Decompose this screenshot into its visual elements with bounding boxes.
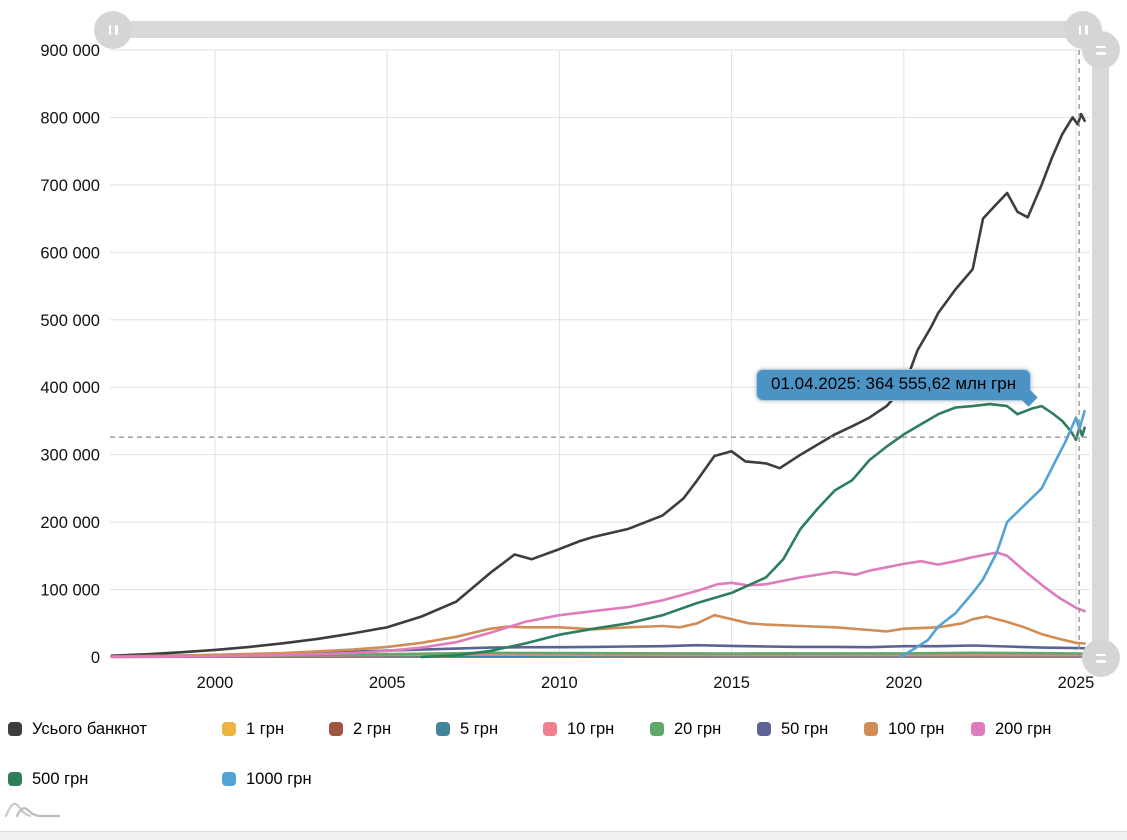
legend-item-label: 200 грн: [995, 719, 1052, 738]
legend-swatch-icon: [971, 722, 985, 736]
legend-item-label: Усього банкнот: [32, 719, 147, 738]
legend-swatch-icon: [8, 722, 22, 736]
x-tick-label: 2015: [713, 674, 750, 692]
legend-swatch-icon: [222, 772, 236, 786]
y-tick-label: 0: [91, 649, 100, 667]
y-tick-label: 300 000: [40, 447, 100, 465]
legend-item-label: 20 грн: [674, 719, 722, 738]
legend-item[interactable]: Усього банкнот: [8, 716, 222, 742]
grip-line-icon: [115, 25, 118, 35]
y-tick-label: 600 000: [40, 244, 100, 262]
legend-item-label: 500 грн: [32, 769, 89, 788]
tooltip-text: 01.04.2025: 364 555,62 млн грн: [771, 374, 1017, 393]
y-tick-label: 200 000: [40, 514, 100, 532]
logo-wave-icon: [15, 807, 61, 818]
legend-item-label: 5 грн: [460, 719, 499, 738]
legend-item[interactable]: 1000 грн: [222, 766, 329, 792]
legend-item[interactable]: 500 грн: [8, 766, 222, 792]
y-axis-labels: 0 100 000 200 000 300 000 400 000 500 000 600 …: [40, 42, 100, 667]
x-axis-labels: 2000 2005 2010 2015 2020 2025: [197, 674, 1095, 692]
page-bottom-strip: [0, 831, 1127, 840]
y-tick-label: 100 000: [40, 582, 100, 600]
grip-line-icon: [108, 25, 111, 35]
legend-item-label: 1 грн: [246, 719, 285, 738]
x-tick-label: 2025: [1058, 674, 1095, 692]
gridlines: [110, 49, 1090, 658]
legend-item-label: 50 грн: [781, 719, 829, 738]
legend-item-label: 10 грн: [567, 719, 615, 738]
line-chart-plot: 0 100 000 200 000 300 000 400 000 500 000 600 …: [40, 42, 1095, 692]
legend-swatch-icon: [329, 722, 343, 736]
series-line-усього-банкнот[interactable]: [110, 112, 1086, 658]
chart-legend: Усього банкнот 1 грн 2 грн 5 грн 10 грн …: [8, 716, 1078, 792]
y-scrollbar-bottom-grip-icon[interactable]: [1082, 639, 1120, 677]
y-scrollbar-top-grip-icon[interactable]: [1082, 31, 1120, 69]
x-tick-label: 2010: [541, 674, 578, 692]
grip-line-icon: [1096, 52, 1106, 55]
legend-swatch-icon: [222, 722, 236, 736]
y-tick-label: 900 000: [40, 42, 100, 60]
legend-item[interactable]: 100 грн: [864, 716, 971, 742]
amcharts-logo[interactable]: [4, 797, 64, 819]
legend-item-label: 2 грн: [353, 719, 392, 738]
legend-item-label: 100 грн: [888, 719, 945, 738]
x-tick-label: 2000: [197, 674, 234, 692]
y-scrollbar-track[interactable]: [1092, 50, 1109, 658]
legend-item-label: 1000 грн: [246, 769, 312, 788]
y-tick-label: 700 000: [40, 177, 100, 195]
x-tick-label: 2020: [885, 674, 922, 692]
legend-swatch-icon: [436, 722, 450, 736]
grip-line-icon: [1096, 660, 1106, 663]
legend-item[interactable]: 20 грн: [650, 716, 757, 742]
legend-swatch-icon: [650, 722, 664, 736]
legend-swatch-icon: [8, 772, 22, 786]
legend-item[interactable]: 50 грн: [757, 716, 864, 742]
series-line-500-грн[interactable]: [420, 402, 1086, 659]
x-scrollbar-track[interactable]: [113, 21, 1083, 38]
series-line-100-грн[interactable]: [110, 613, 1086, 658]
legend-item[interactable]: 1 грн: [222, 716, 329, 742]
x-tick-label: 2005: [369, 674, 406, 692]
legend-swatch-icon: [543, 722, 557, 736]
grip-line-icon: [1078, 25, 1081, 35]
series-line-200-грн[interactable]: [110, 551, 1086, 659]
legend-item[interactable]: 5 грн: [436, 716, 543, 742]
y-tick-label: 800 000: [40, 109, 100, 127]
x-scrollbar-left-grip-icon[interactable]: [94, 11, 132, 49]
legend-swatch-icon: [757, 722, 771, 736]
chart-tooltip: 01.04.2025: 364 555,62 млн грн: [756, 369, 1038, 407]
legend-item[interactable]: 10 грн: [543, 716, 650, 742]
grip-line-icon: [1096, 653, 1106, 656]
grip-line-icon: [1096, 45, 1106, 48]
series-line-1000-грн[interactable]: [899, 409, 1086, 659]
y-tick-label: 400 000: [40, 379, 100, 397]
legend-item[interactable]: 2 грн: [329, 716, 436, 742]
logo-wave-icon: [4, 802, 32, 818]
legend-swatch-icon: [864, 722, 878, 736]
legend-item[interactable]: 200 грн: [971, 716, 1078, 742]
y-tick-label: 500 000: [40, 312, 100, 330]
grip-line-icon: [1085, 25, 1088, 35]
cursor-crosshair: [110, 50, 1090, 657]
